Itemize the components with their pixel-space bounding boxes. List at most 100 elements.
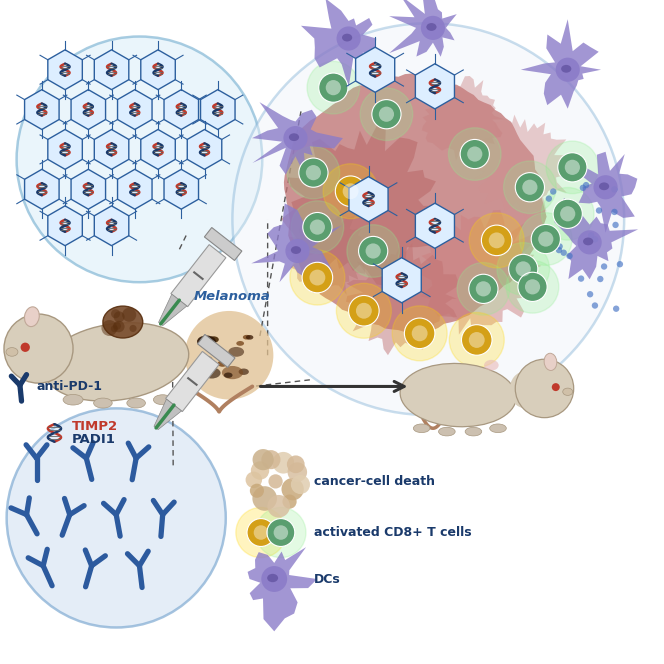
Circle shape [613,305,620,312]
Ellipse shape [413,424,430,433]
Circle shape [392,306,447,361]
Circle shape [404,318,435,349]
Circle shape [113,321,125,332]
Circle shape [7,408,226,627]
Circle shape [337,284,391,338]
Circle shape [287,146,340,199]
Circle shape [290,250,345,305]
Ellipse shape [289,133,299,141]
Ellipse shape [38,332,75,374]
Circle shape [21,343,30,352]
Ellipse shape [510,372,540,408]
Circle shape [597,276,604,282]
Circle shape [531,224,560,254]
Circle shape [541,187,594,240]
Polygon shape [197,335,235,367]
Polygon shape [48,206,82,246]
Circle shape [450,313,504,367]
Ellipse shape [197,335,216,347]
Ellipse shape [583,238,593,245]
Circle shape [114,322,121,330]
Circle shape [469,274,498,303]
Circle shape [268,474,283,489]
Polygon shape [284,74,546,334]
Circle shape [335,176,366,207]
Ellipse shape [246,335,254,340]
Circle shape [489,232,505,248]
Circle shape [232,23,624,415]
Circle shape [310,220,325,234]
Circle shape [359,236,388,266]
Polygon shape [420,210,541,337]
Circle shape [518,272,547,301]
Circle shape [552,383,560,391]
Ellipse shape [224,373,232,378]
Polygon shape [164,169,199,209]
Circle shape [252,486,277,511]
Polygon shape [25,90,59,129]
Polygon shape [118,90,152,129]
Ellipse shape [103,306,143,338]
Ellipse shape [400,363,516,427]
Ellipse shape [563,388,573,396]
Polygon shape [159,294,187,325]
Circle shape [556,247,562,253]
Circle shape [102,320,118,336]
Circle shape [515,359,574,418]
Polygon shape [71,169,106,209]
Polygon shape [349,177,388,222]
Circle shape [566,253,573,259]
Circle shape [272,452,294,473]
Circle shape [291,201,344,254]
Circle shape [525,280,540,294]
Circle shape [461,325,492,355]
Ellipse shape [236,341,244,346]
Ellipse shape [238,369,249,375]
Circle shape [460,139,489,169]
Circle shape [268,495,290,517]
Polygon shape [25,169,59,209]
Circle shape [596,207,602,214]
Circle shape [515,173,544,202]
Circle shape [578,276,584,282]
Circle shape [546,195,552,202]
Circle shape [587,291,594,297]
Text: activated CD8+ T cells: activated CD8+ T cells [314,526,471,539]
Polygon shape [248,547,317,631]
Circle shape [565,160,580,175]
Circle shape [560,207,575,221]
Text: TIMP2: TIMP2 [72,420,118,433]
Polygon shape [48,129,82,169]
Circle shape [252,449,274,470]
Circle shape [509,254,538,284]
Circle shape [612,208,618,215]
Circle shape [250,483,264,498]
Circle shape [246,471,262,488]
Circle shape [291,475,310,494]
Ellipse shape [291,246,301,254]
Circle shape [262,450,280,469]
Ellipse shape [243,335,250,339]
Circle shape [556,58,580,82]
Ellipse shape [228,347,244,357]
Circle shape [347,224,400,278]
Circle shape [17,37,262,282]
Polygon shape [569,152,637,233]
Circle shape [448,127,501,181]
Circle shape [558,153,587,182]
Ellipse shape [25,307,39,327]
Circle shape [560,172,567,179]
Circle shape [111,325,118,332]
Polygon shape [356,47,394,92]
Circle shape [588,232,594,238]
Circle shape [114,311,125,322]
Polygon shape [71,90,106,129]
Circle shape [185,311,274,400]
Polygon shape [164,90,199,129]
Circle shape [560,250,567,256]
Ellipse shape [153,394,172,405]
Ellipse shape [267,574,278,582]
Circle shape [583,182,590,189]
Circle shape [288,462,307,482]
Circle shape [592,302,598,309]
